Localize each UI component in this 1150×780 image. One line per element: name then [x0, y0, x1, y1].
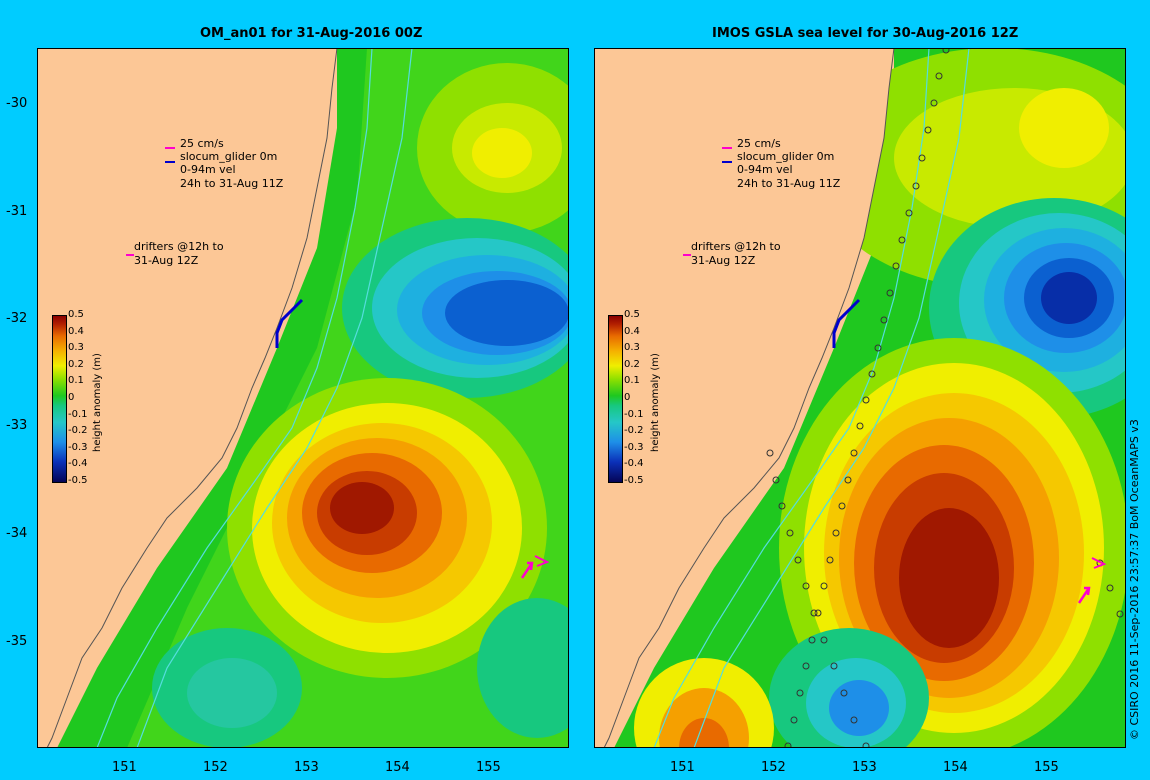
right-colorbar-tick: -0.2 [624, 425, 644, 437]
lon-tick-left-5: 155 [476, 760, 501, 775]
south-low-3 [829, 680, 889, 736]
left-legend-glider-2: 0-94m vel [180, 163, 236, 176]
right-colorbar-tick: 0.4 [624, 325, 640, 337]
right-legend-glider: slocum_glider 0m [737, 150, 835, 163]
left-colorbar-tick: 0.4 [68, 325, 84, 337]
lon-tick-right-1: 151 [670, 760, 695, 775]
left-colorbar-tick: -0.4 [68, 458, 88, 470]
coastline-land [37, 48, 338, 748]
right-colorbar [608, 315, 623, 483]
south-low-2 [187, 658, 277, 728]
southeast-low [477, 598, 569, 738]
lon-tick-right-4: 154 [943, 760, 968, 775]
right-colorbar-tick: 0.2 [624, 358, 640, 370]
right-legend-vel-arrow [722, 147, 732, 149]
lon-tick-left-4: 154 [385, 760, 410, 775]
warm-eddy-7 [899, 508, 999, 648]
lat-tick-left-4: -33 [6, 418, 28, 433]
glider-track [275, 298, 304, 348]
drifter-arrow [1077, 586, 1091, 604]
left-colorbar [52, 315, 67, 483]
right-colorbar-tick: 0.3 [624, 342, 640, 354]
lon-tick-left-3: 153 [294, 760, 319, 775]
right-legend-glider-3: 24h to 31-Aug 11Z [737, 177, 841, 190]
right-map-title: IMOS GSLA sea level for 30-Aug-2016 12Z [712, 26, 1019, 41]
lon-tick-left-1: 151 [112, 760, 137, 775]
left-legend-drifter-arrow [126, 254, 134, 256]
left-map-title: OM_an01 for 31-Aug-2016 00Z [200, 26, 423, 41]
drifter-arrow [520, 561, 534, 579]
left-legend-glider-arrow [165, 161, 175, 163]
right-legend-vel-scale: 25 cm/s [737, 137, 781, 150]
left-legend-vel-arrow [165, 147, 175, 149]
left-colorbar-tick: 0.2 [68, 358, 84, 370]
lat-tick-left-6: -35 [6, 634, 28, 649]
right-legend-glider-2: 0-94m vel [737, 163, 793, 176]
left-colorbar-tick: 0.1 [68, 375, 84, 387]
left-colorbar-tick: 0.3 [68, 342, 84, 354]
right-sea-level-map [594, 48, 1126, 748]
right-legend-drifter-arrow [683, 254, 691, 256]
lat-tick-left-3: -32 [6, 311, 28, 326]
drifter-arrow-2 [534, 555, 550, 567]
left-legend-glider: slocum_glider 0m [180, 150, 278, 163]
credit-text: © CSIRO 2016 11-Sep-2016 23:57:37 BoM Oc… [1128, 419, 1141, 740]
right-colorbar-tick: 0.5 [624, 309, 640, 320]
left-colorbar-tick: -0.5 [68, 475, 88, 486]
right-colorbar-tick: -0.3 [624, 441, 644, 453]
isobath-contour [693, 48, 970, 748]
lon-tick-right-2: 152 [761, 760, 786, 775]
left-colorbar-tick: -0.2 [68, 425, 88, 437]
lat-tick-left-1: -30 [6, 96, 28, 111]
warm-eddy-7 [330, 482, 394, 534]
left-map-panel [37, 48, 569, 748]
right-colorbar-tick: -0.1 [624, 408, 644, 420]
left-legend-drifters-2: 31-Aug 12Z [134, 254, 199, 267]
left-legend-glider-3: 24h to 31-Aug 11Z [180, 177, 284, 190]
lat-tick-left-5: -34 [6, 526, 28, 541]
left-colorbar-title: height anomaly (m) [92, 353, 103, 452]
left-sea-level-map [37, 48, 569, 748]
low-eddy-5 [445, 280, 569, 346]
coastline-land [594, 48, 895, 748]
right-colorbar-tick: -0.5 [624, 475, 644, 486]
right-colorbar-tick: -0.4 [624, 458, 644, 470]
lat-tick-left-2: -31 [6, 204, 28, 219]
drifter-arrow-2 [1091, 557, 1107, 569]
lon-tick-left-2: 152 [203, 760, 228, 775]
right-legend-glider-arrow [722, 161, 732, 163]
right-map-panel [594, 48, 1126, 748]
glider-track [832, 298, 861, 348]
low-eddy-6 [1041, 272, 1097, 324]
left-legend-drifters: drifters @12h to [134, 240, 224, 253]
left-legend-vel-scale: 25 cm/s [180, 137, 224, 150]
left-colorbar-tick: 0 [68, 392, 75, 403]
right-colorbar-title: height anomaly (m) [650, 353, 661, 452]
continental-shelf-contour [653, 48, 930, 748]
lon-tick-right-3: 153 [852, 760, 877, 775]
north-high-core [472, 128, 532, 178]
lon-tick-right-5: 155 [1034, 760, 1059, 775]
southwest-warm-3 [679, 718, 729, 748]
left-colorbar-tick: 0.5 [68, 309, 84, 320]
right-legend-drifters: drifters @12h to [691, 240, 781, 253]
left-colorbar-tick: -0.1 [68, 408, 88, 420]
right-colorbar-tick: 0 [624, 392, 631, 403]
isobath-contour [136, 48, 413, 748]
north-high-core [1019, 88, 1109, 168]
right-legend-drifters-2: 31-Aug 12Z [691, 254, 756, 267]
right-colorbar-tick: 0.1 [624, 375, 640, 387]
left-colorbar-tick: -0.3 [68, 441, 88, 453]
continental-shelf-contour [96, 48, 373, 748]
